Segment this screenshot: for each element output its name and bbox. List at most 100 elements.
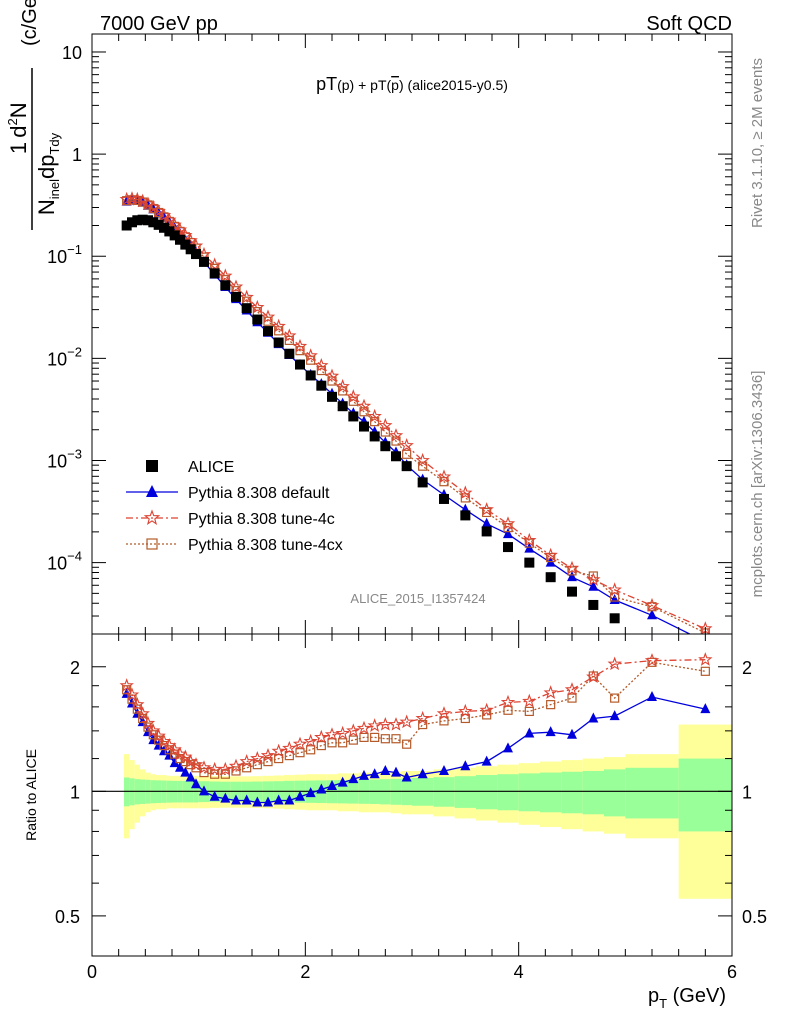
- main-point-alice: [369, 431, 380, 442]
- ratio-point-pythia-8-308-tune-4cx: [503, 705, 513, 715]
- main-point-pythia-8-308-tune-4c: [607, 582, 622, 597]
- ratio-y-tick-label-right: 1: [742, 782, 752, 802]
- main-point-alice: [284, 348, 295, 359]
- main-point-pythia-8-308-tune-4c: [436, 469, 452, 484]
- main-point-pythia-8-308-tune-4c: [162, 212, 177, 227]
- main-point-alice: [359, 421, 369, 432]
- main-point-alice: [391, 451, 401, 462]
- ratio-point-pythia-8-308-default: [209, 790, 220, 801]
- ratio-y-tick-label-right: 0.5: [742, 907, 767, 927]
- ratio-y-tick-label-right: 2: [742, 658, 752, 678]
- main-point-alice: [588, 599, 599, 610]
- main-point-alice: [143, 215, 153, 226]
- rivet-label: Rivet 3.1.10, ≥ 2M events: [749, 58, 766, 228]
- main-point-alice: [132, 215, 143, 226]
- main-point-alice: [380, 441, 391, 452]
- main-point-alice: [241, 303, 252, 314]
- ratio-point-pythia-8-308-tune-4c: [346, 723, 361, 737]
- main-series-pythia-8-308-tune-4c: [119, 191, 713, 634]
- ratio-point-pythia-8-308-tune-4c: [500, 694, 516, 709]
- stat-uncertainty-band: [561, 771, 583, 814]
- ratio-point-pythia-8-308-tune-4c: [250, 751, 265, 765]
- ratio-point-pythia-8-308-tune-4cx: [327, 738, 337, 748]
- stat-uncertainty-band: [625, 767, 679, 819]
- ratio-point-pythia-8-308-tune-4c: [415, 710, 430, 725]
- main-point-alice: [127, 217, 137, 228]
- main-point-pythia-8-308-tune-4cx: [546, 552, 556, 563]
- ratio-point-pythia-8-308-default: [391, 766, 401, 777]
- ratio-point-pythia-8-308-default: [295, 790, 305, 801]
- ratio-point-pythia-8-308-default: [348, 773, 359, 784]
- ratio-point-pythia-8-308-tune-4c: [303, 733, 318, 748]
- ratio-point-pythia-8-308-default: [503, 742, 513, 753]
- main-point-alice: [567, 586, 577, 597]
- ratio-point-pythia-8-308-tune-4cx: [295, 748, 305, 758]
- ratio-point-pythia-8-308-tune-4c: [124, 687, 140, 702]
- ratio-point-pythia-8-308-default: [327, 780, 337, 791]
- legend-label: Pythia 8.308 tune-4cx: [188, 537, 343, 554]
- main-point-pythia-8-308-tune-4c: [399, 438, 414, 452]
- main-point-alice: [348, 411, 359, 422]
- ratio-point-pythia-8-308-default: [369, 768, 380, 779]
- ratio-point-pythia-8-308-default: [191, 778, 201, 789]
- main-point-pythia-8-308-tune-4c: [415, 452, 430, 467]
- ratio-point-pythia-8-308-default: [481, 755, 492, 766]
- main-point-pythia-8-308-tune-4c: [367, 408, 382, 423]
- ratio-point-pythia-8-308-default: [164, 749, 175, 760]
- main-point-pythia-8-308-tune-4c: [172, 222, 188, 237]
- ratio-point-pythia-8-308-tune-4cx: [274, 753, 284, 764]
- main-point-pythia-8-308-tune-4c: [207, 257, 222, 272]
- ratio-point-pythia-8-308-tune-4c: [146, 723, 161, 737]
- legend-item-alice: ALICE: [146, 459, 234, 476]
- ratio-point-pythia-8-308-tune-4c: [271, 743, 286, 758]
- x-tick-label: 4: [514, 962, 524, 982]
- main-series-pythia-8-308-tune-4cx: [122, 195, 710, 634]
- ratio-point-pythia-8-308-default: [252, 796, 263, 807]
- ratio-point-pythia-8-308-default: [263, 796, 273, 807]
- main-panel: 10 1 10−1 10−2 10−3 10−4 pT(p) + pT(p) (alice…: [5, 0, 733, 635]
- ratio-point-pythia-8-308-tune-4c: [282, 740, 297, 755]
- ratio-point-pythia-8-308-tune-4cx: [175, 753, 185, 764]
- main-point-pythia-8-308-default: [647, 609, 657, 620]
- main-point-alice: [481, 526, 492, 537]
- stat-uncertainty-band: [497, 774, 519, 811]
- main-point-alice: [273, 337, 284, 348]
- main-point-alice: [175, 234, 185, 245]
- ratio-point-pythia-8-308-tune-4c: [436, 706, 452, 720]
- ratio-point-pythia-8-308-default: [337, 776, 348, 787]
- main-point-pythia-8-308-default: [588, 580, 599, 591]
- stat-uncertainty-band: [678, 758, 732, 832]
- ratio-point-pythia-8-308-tune-4c: [564, 682, 580, 696]
- main-point-pythia-8-308-tune-4c: [356, 398, 372, 413]
- main-point-pythia-8-308-tune-4c: [644, 597, 660, 612]
- ratio-point-pythia-8-308-tune-4cx: [348, 735, 358, 745]
- ratio-point-pythia-8-308-default: [169, 757, 180, 768]
- main-point-pythia-8-308-tune-4c: [271, 318, 286, 333]
- svg-text:(c/GeV): (c/GeV): [19, 0, 41, 46]
- ratio-point-pythia-8-308-tune-4c: [399, 714, 414, 729]
- legend: ALICE Pythia 8.308 default Pythia 8.308 tu…: [126, 459, 343, 554]
- main-point-pythia-8-308-tune-4c: [188, 238, 204, 253]
- main-point-alice: [121, 220, 132, 231]
- main-point-pythia-8-308-tune-4c: [324, 368, 340, 383]
- main-series-alice: [121, 214, 657, 634]
- ratio-point-pythia-8-308-default: [231, 794, 241, 805]
- ratio-point-pythia-8-308-tune-4c: [183, 754, 198, 768]
- x-tick-label: 0: [87, 962, 97, 982]
- ratio-point-pythia-8-308-default: [180, 766, 191, 777]
- main-point-alice: [148, 217, 159, 228]
- main-point-pythia-8-308-tune-4c: [250, 299, 265, 314]
- mcplots-label: mcplots.cern.ch [arXiv:1306.3436]: [749, 371, 766, 598]
- ratio-point-pythia-8-308-tune-4c: [607, 656, 622, 671]
- main-point-pythia-8-308-tune-4c: [335, 378, 350, 393]
- legend-label: Pythia 8.308 default: [188, 485, 330, 502]
- main-point-pythia-8-308-tune-4c: [218, 268, 233, 283]
- ratio-point-pythia-8-308-default: [359, 769, 369, 780]
- ratio-point-pythia-8-308-tune-4c: [314, 729, 329, 744]
- ratio-point-pythia-8-308-tune-4cx: [567, 693, 577, 703]
- main-point-pythia-8-308-tune-4c: [282, 328, 297, 342]
- ratio-point-pythia-8-308-tune-4cx: [370, 732, 380, 742]
- main-point-alice: [460, 510, 471, 521]
- main-point-alice: [180, 239, 191, 250]
- ratio-point-pythia-8-308-default: [401, 771, 412, 782]
